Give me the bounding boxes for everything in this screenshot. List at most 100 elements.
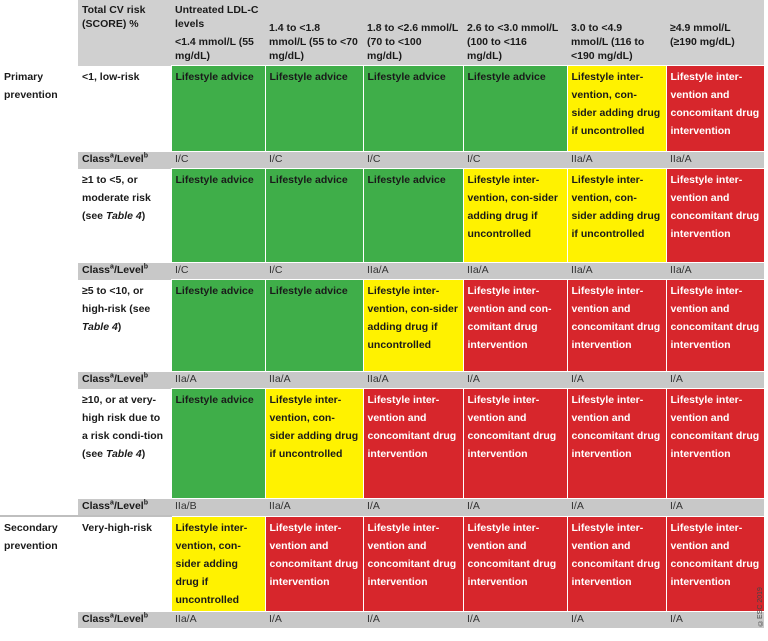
class-sup-a: a [110,612,114,619]
class-level-value: IIa/A [567,262,666,280]
risk-close-paren: ) [117,320,122,333]
risk-close-paren: ) [141,209,146,222]
class-level-row: Classa/Levelb I/C I/C I/C I/C IIa/A IIa/A [0,151,764,169]
header-col-3: 1.8 to <2.6 mmol/L (70 to <100 mg/dL) [363,0,463,66]
class-level-label: Classa/Levelb [78,371,171,389]
class-level-value: IIa/A [265,371,363,389]
recommendation-cell: Lifestyle inter-vention and concomitant … [665,388,765,499]
recommendation-cell: Lifestyle inter-vention, con-sider addin… [462,168,568,263]
recommendation-cell: Lifestyle advice [170,388,266,499]
risk-text: Very-high-risk [82,522,153,534]
class-level-value: I/A [363,610,463,628]
recommendation-cell: Lifestyle inter-vention, con-sider addin… [170,515,266,612]
class-level-value: IIa/A [171,610,265,628]
recommendation-cell: Lifestyle inter-vention, con-sider addin… [362,279,464,372]
class-level-value: I/A [666,371,764,389]
recommendation-cell: Lifestyle inter-vention, con-sider addin… [566,168,667,263]
class-level-value: I/A [567,610,666,628]
class-sup-a: a [110,263,114,271]
header-col-1-label: <1.4 mmol/L (55 mg/dL) [175,36,254,62]
header-risk: Total CV risk (SCORE) % [78,0,171,66]
header-col-5-label: 3.0 to <4.9 mmol/L (116 to <190 mg/dL) [571,22,645,62]
class-level-value: I/C [171,151,265,169]
class-level-value: I/C [265,262,363,280]
class-label: Class [82,264,111,276]
class-level-value: I/A [463,610,567,628]
header-col-5: 3.0 to <4.9 mmol/L (116 to <190 mg/dL) [567,0,666,66]
class-sup-b: b [143,612,148,619]
header-col-3-label: 1.8 to <2.6 mmol/L (70 to <100 mg/dL) [367,22,459,62]
copyright: ©ESC 2019 [757,587,764,626]
header-col-4-label: 2.6 to <3.0 mmol/L (100 to <116 mg/dL) [467,22,559,62]
level-label: /Level [113,612,144,625]
class-level-row: Classa/Levelb IIa/A IIa/A IIa/A I/A I/A I/A [0,371,764,389]
table-row: ≥1 to <5, or moderate risk (see Table 4)… [0,168,765,263]
recommendation-cell: Lifestyle inter-vention, con-sider addin… [566,65,667,152]
recommendation-cell: Lifestyle advice [462,65,568,152]
recommendation-cell: Lifestyle inter-vention and concomitant … [665,279,765,372]
recommendation-cell: Lifestyle advice [170,168,266,263]
table-body: Primary prevention <1, low-risk Lifestyle … [0,65,765,628]
recommendation-cell: Lifestyle advice [264,168,364,263]
recommendation-cell: Lifestyle inter-vention and concomitant … [566,515,667,612]
class-sup-b: b [143,263,148,271]
class-label: Class [82,612,111,625]
ldl-treatment-table: Total CV risk (SCORE) % Untreated LDL-C … [0,0,765,628]
class-sup-b: b [143,499,148,507]
recommendation-cell: Lifestyle advice [264,279,364,372]
header-group-label: Untreated LDL-C levels [175,4,259,30]
class-level-value: IIa/A [463,262,567,280]
recommendation-cell: Lifestyle advice [170,65,266,152]
risk-text: ≥1 to <5, or moderate risk (see [82,173,151,222]
class-level-value: I/A [666,610,764,628]
risk-label: ≥10, or at very-high risk due to a risk … [78,388,171,499]
class-level-value: I/A [265,610,363,628]
recommendation-cell: Lifestyle inter-vention and concomitant … [462,388,568,499]
risk-table-ref: Table 4 [82,320,118,333]
recommendation-cell: Lifestyle inter-vention and concomitant … [665,515,765,612]
risk-table-ref: Table 4 [105,209,142,222]
class-sup-a: a [110,499,114,507]
level-label: /Level [113,500,144,512]
level-label: /Level [113,373,144,385]
risk-text: ≥5 to <10, or high-risk (see [82,284,151,315]
class-label: Class [82,500,111,512]
class-sup-a: a [110,372,114,380]
recommendation-cell: Lifestyle inter-vention and concomitant … [566,388,667,499]
class-level-value: I/A [363,498,463,516]
recommendation-cell: Lifestyle inter-vention, con-sider addin… [264,388,364,499]
section-secondary-prevention: Secondary prevention [0,515,78,628]
header-col-6: ≥4.9 mmol/L (≥190 mg/dL) [666,0,764,66]
header-col-2-label: 1.4 to <1.8 mmol/L (55 to <70 mg/dL) [269,22,358,62]
risk-label: <1, low-risk [78,65,171,152]
table-row: ≥10, or at very-high risk due to a risk … [0,388,765,499]
risk-text: <1, low-risk [82,70,140,83]
table-row: Primary prevention <1, low-risk Lifestyle … [0,65,765,516]
class-level-row: Classa/Levelb IIa/A I/A I/A I/A I/A I/A [0,610,764,628]
risk-label: Very-high-risk [78,515,171,611]
recommendation-cell: Lifestyle advice [170,279,266,372]
level-label: /Level [113,264,144,276]
class-level-row: Classa/Levelb I/C I/C IIa/A IIa/A IIa/A IIa/A [0,262,764,280]
class-level-value: IIa/A [171,371,265,389]
recommendation-cell: Lifestyle advice [264,65,364,152]
class-level-value: I/C [265,151,363,169]
class-sup-b: b [143,152,148,160]
recommendation-cell: Lifestyle inter-vention and concomitant … [362,388,464,499]
class-level-value: IIa/A [363,262,463,280]
class-level-value: IIa/A [265,498,363,516]
class-level-value: IIa/A [363,371,463,389]
risk-text: ≥10, or at very-high risk due to a risk … [82,393,164,460]
header-col-4: 2.6 to <3.0 mmol/L (100 to <116 mg/dL) [463,0,567,66]
recommendation-cell: Lifestyle inter-vention and concomitant … [566,279,667,372]
class-level-value: IIa/A [567,151,666,169]
header-row: Total CV risk (SCORE) % Untreated LDL-C … [0,0,764,66]
class-level-value: IIa/A [666,262,764,280]
table-row: Secondary prevention Very-high-risk Lifest… [0,515,765,628]
class-level-label: Classa/Levelb [78,262,171,280]
recommendation-cell: Lifestyle inter-vention and concomitant … [665,65,765,152]
recommendation-cell: Lifestyle inter-vention and concomitant … [264,515,364,612]
class-level-value: I/A [567,371,666,389]
class-level-value: I/A [567,498,666,516]
